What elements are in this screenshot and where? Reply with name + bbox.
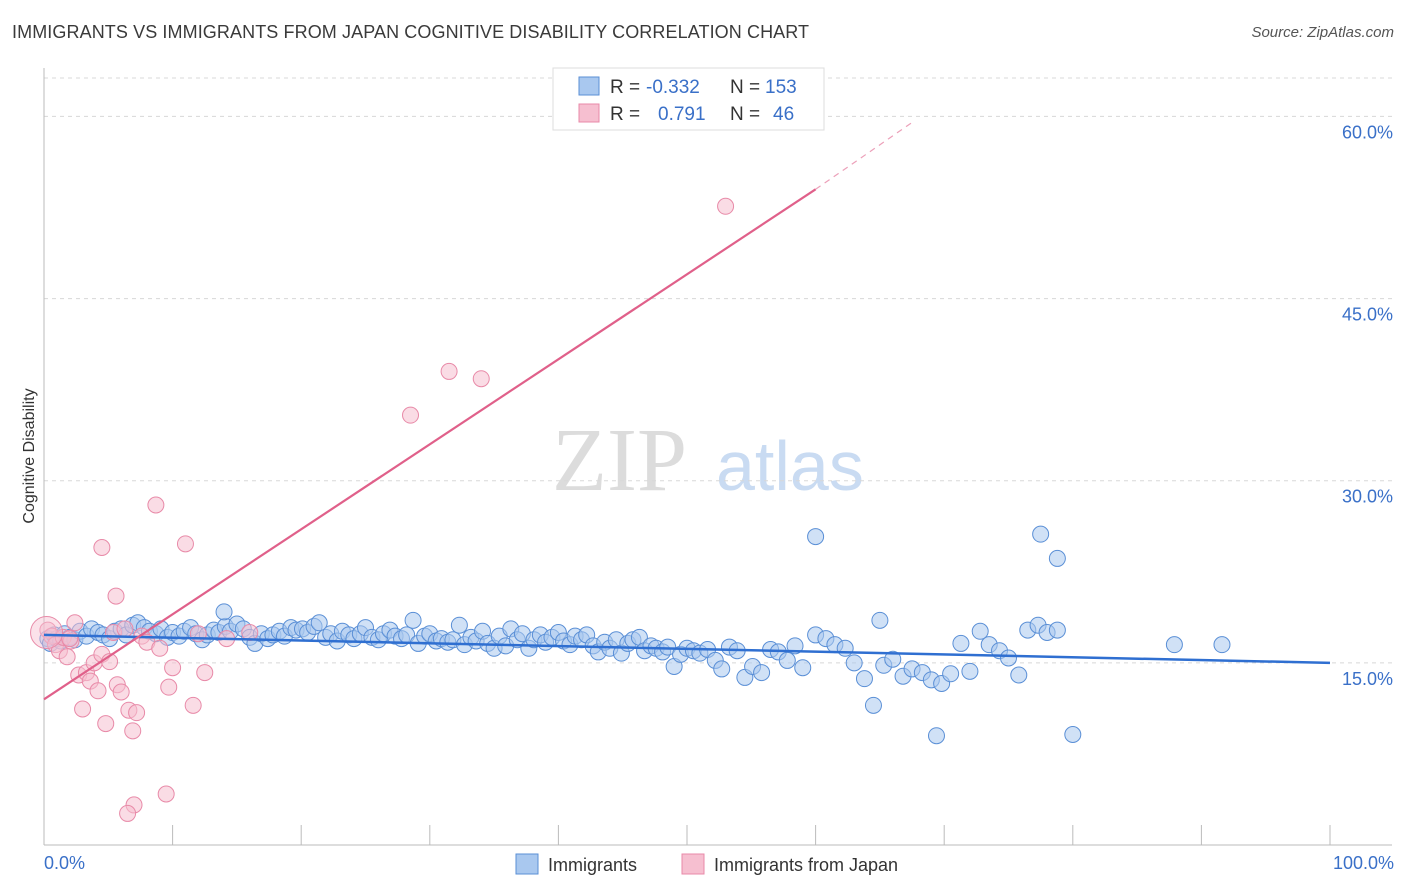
- legend-swatch-immigrants: [578, 76, 600, 96]
- japan-point: [196, 664, 214, 682]
- japan-point: [93, 539, 111, 556]
- y-tick-label-15: 15.0%: [1342, 669, 1393, 689]
- immigrants-point: [1032, 525, 1050, 543]
- watermark: ZIP atlas: [552, 411, 864, 510]
- immigrants-point: [855, 670, 873, 688]
- legend-r-value-1: -0.332: [646, 77, 700, 98]
- immigrants-point: [884, 650, 902, 668]
- immigrants-point: [1165, 636, 1183, 654]
- immigrants-point: [836, 639, 854, 657]
- axes: [43, 68, 1392, 846]
- japan-point: [66, 614, 84, 632]
- source-label: Source: ZipAtlas.com: [1251, 24, 1394, 41]
- trend-line-immigrants: [43, 633, 1331, 665]
- legend-top: R = -0.332 N = 153 R = 0.791 N = 46: [552, 67, 825, 131]
- japan-point: [164, 659, 182, 677]
- japan-point: [119, 804, 137, 822]
- legend-n-label-2: N =: [730, 104, 760, 125]
- japan-point: [717, 197, 735, 215]
- immigrants-point: [871, 611, 889, 629]
- japan-point: [147, 496, 165, 514]
- y-axis-label: Cognitive Disability: [21, 388, 38, 523]
- x-tick-label-max: 100.0%: [1333, 853, 1394, 873]
- immigrants-point: [807, 528, 825, 546]
- legend-r-label-1: R =: [610, 77, 640, 98]
- immigrants-point: [404, 611, 422, 629]
- immigrants-point: [1213, 636, 1231, 654]
- trend-line-japan-extension: [815, 122, 913, 190]
- immigrants-point: [786, 637, 804, 655]
- legend-bottom-label-japan: Immigrants from Japan: [714, 855, 898, 875]
- japan-point: [74, 700, 92, 718]
- immigrants-point: [952, 634, 970, 652]
- immigrants-point: [927, 727, 945, 745]
- chart-title: IMMIGRANTS VS IMMIGRANTS FROM JAPAN COGN…: [12, 22, 810, 42]
- japan-point: [128, 704, 146, 722]
- immigrants-point: [1048, 549, 1066, 567]
- immigrants-point: [450, 616, 468, 634]
- japan-point: [440, 362, 458, 380]
- legend-bottom: Immigrants Immigrants from Japan: [515, 853, 898, 875]
- legend-n-value-2: 46: [773, 104, 794, 125]
- legend-n-label-1: N =: [730, 77, 760, 98]
- japan-point: [124, 722, 142, 740]
- legend-bottom-label-immigrants: Immigrants: [548, 855, 637, 875]
- legend-r-label-2: R =: [610, 104, 640, 125]
- x-tick-label-min: 0.0%: [44, 853, 85, 873]
- immigrants-point: [753, 664, 771, 682]
- legend-n-value-1: 153: [765, 77, 797, 98]
- immigrants-point: [778, 651, 796, 669]
- immigrants-point: [713, 660, 731, 678]
- immigrants-point: [971, 622, 989, 640]
- immigrants-point: [1000, 649, 1017, 667]
- watermark-zip: ZIP: [552, 411, 687, 510]
- japan-point-large: [30, 616, 64, 649]
- y-tick-label-60: 60.0%: [1342, 122, 1393, 142]
- japan-point: [176, 535, 194, 553]
- japan-point: [151, 639, 169, 657]
- legend-bottom-swatch-japan: [681, 853, 705, 875]
- japan-point: [97, 715, 115, 733]
- series-immigrants-points: [39, 525, 1231, 745]
- immigrants-point: [845, 654, 863, 672]
- y-tick-label-30: 30.0%: [1342, 487, 1393, 507]
- immigrants-point: [310, 614, 328, 632]
- trend-lines: [43, 122, 1331, 701]
- japan-point: [112, 683, 130, 701]
- japan-point: [184, 696, 202, 714]
- japan-point: [402, 406, 420, 424]
- y-tick-label-45: 45.0%: [1342, 305, 1393, 325]
- japan-point: [160, 678, 178, 696]
- japan-point: [157, 785, 175, 803]
- immigrants-point: [1064, 726, 1082, 743]
- japan-point: [61, 630, 79, 648]
- japan-point: [107, 587, 125, 605]
- trend-line-japan: [43, 188, 817, 701]
- immigrants-point: [1048, 621, 1066, 639]
- japan-point: [58, 648, 76, 666]
- watermark-atlas: atlas: [716, 427, 864, 505]
- legend-r-value-2: 0.791: [658, 104, 706, 125]
- japan-point: [89, 682, 107, 700]
- immigrants-point: [215, 603, 233, 621]
- gridlines: [44, 77, 1392, 664]
- legend-bottom-swatch-immigrants: [515, 853, 539, 875]
- immigrants-point: [1010, 666, 1028, 684]
- japan-point: [472, 370, 490, 388]
- x-axis-ticks: [43, 825, 1331, 845]
- japan-point: [116, 620, 134, 638]
- y-tick-labels: 15.0% 30.0% 45.0% 60.0%: [1342, 122, 1393, 688]
- immigrants-point: [794, 659, 812, 677]
- immigrants-point: [864, 696, 882, 714]
- immigrants-point: [961, 662, 979, 680]
- legend-swatch-japan: [578, 103, 600, 123]
- immigrants-point: [942, 665, 960, 683]
